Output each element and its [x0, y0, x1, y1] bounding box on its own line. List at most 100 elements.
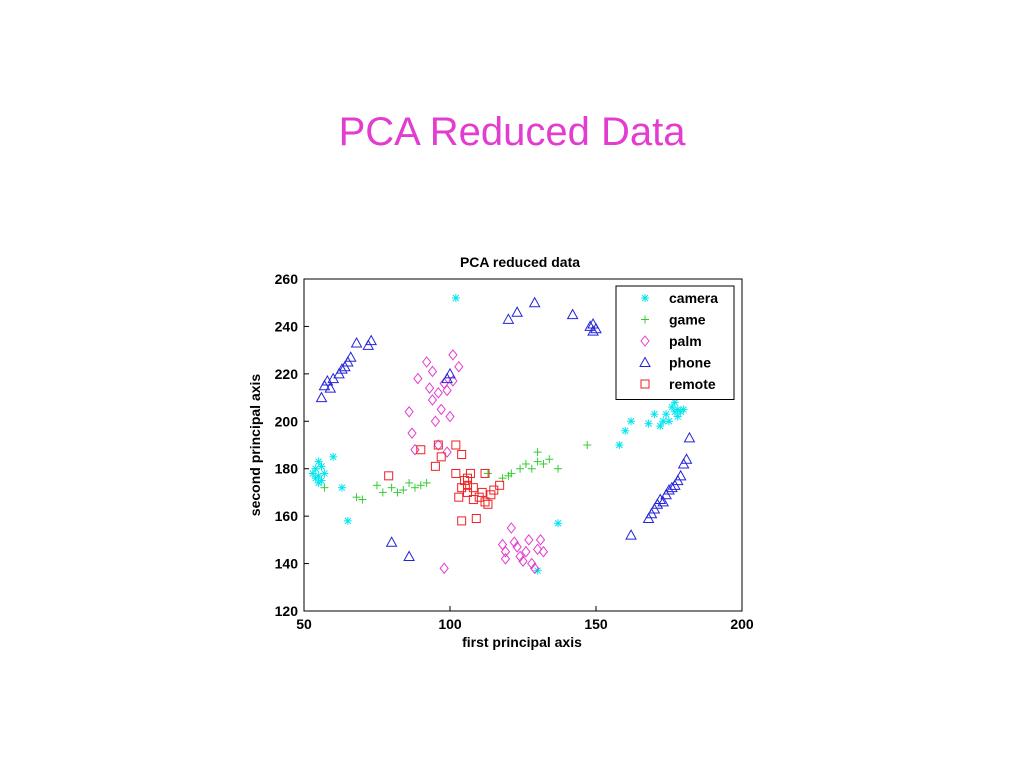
- palm-point: [530, 562, 540, 575]
- legend-marker-phone: [639, 356, 651, 367]
- phone-point: [350, 336, 363, 348]
- x-axis-label: first principal axis: [462, 634, 582, 650]
- y-tick-label: 180: [275, 461, 299, 477]
- x-tick-label: 100: [438, 616, 462, 632]
- slide-title: PCA Reduced Data: [338, 110, 686, 154]
- camera-point: [679, 405, 688, 414]
- game-point: [533, 457, 542, 466]
- phone-point: [528, 296, 541, 308]
- remote-point: [463, 480, 473, 490]
- y-tick-label: 240: [275, 318, 299, 334]
- palm-point: [521, 545, 531, 558]
- remote-point: [480, 468, 490, 478]
- camera-point: [314, 457, 323, 466]
- remote-point: [495, 480, 505, 490]
- data-points: [308, 293, 696, 575]
- legend-label-camera: camera: [669, 290, 718, 306]
- palm-point: [454, 360, 464, 373]
- phone-point: [324, 382, 337, 393]
- phone-point: [683, 431, 696, 443]
- game-point: [527, 464, 536, 473]
- palm-point: [439, 562, 449, 575]
- palm-point: [442, 446, 452, 458]
- palm-point: [527, 557, 537, 570]
- remote-point: [486, 490, 496, 500]
- chart-title: PCA reduced data: [460, 254, 580, 270]
- palm-point: [430, 415, 441, 428]
- y-tick-label: 200: [275, 413, 299, 429]
- palm-point: [424, 382, 435, 394]
- palm-point: [500, 553, 511, 565]
- remote-point: [477, 487, 487, 497]
- phone-point: [625, 529, 637, 540]
- game-point: [378, 488, 387, 497]
- phone-point: [315, 391, 328, 403]
- camera-point: [656, 422, 665, 431]
- legend-label-game: game: [669, 312, 706, 328]
- game-point: [583, 441, 592, 449]
- phone-point: [365, 334, 378, 346]
- remote-point: [489, 485, 499, 495]
- remote-point: [454, 492, 464, 502]
- palm-point: [427, 394, 438, 406]
- legend-label-remote: remote: [669, 376, 716, 392]
- phone-point: [657, 495, 670, 507]
- camera-point: [615, 441, 624, 449]
- x-tick-label: 200: [730, 616, 754, 632]
- camera-point: [451, 293, 460, 302]
- game-point: [516, 464, 525, 473]
- remote-point: [451, 468, 461, 478]
- palm-point: [532, 543, 543, 556]
- palm-point: [509, 536, 519, 549]
- game-point: [393, 488, 402, 497]
- legend-box: [615, 285, 735, 400]
- remote-point: [451, 440, 461, 450]
- palm-point: [512, 541, 522, 553]
- phone-point: [511, 306, 524, 317]
- remote-point: [483, 499, 493, 509]
- y-tick-label: 220: [275, 366, 299, 382]
- camera-point: [554, 519, 563, 528]
- camera-point: [317, 462, 326, 471]
- phone-point: [590, 322, 602, 334]
- y-tick-label: 160: [275, 508, 299, 524]
- game-point: [416, 481, 425, 490]
- palm-point: [524, 534, 534, 546]
- game-point: [521, 459, 530, 468]
- game-point: [405, 478, 414, 487]
- phone-point: [666, 481, 678, 493]
- remote-point: [416, 445, 426, 455]
- game-point: [373, 481, 381, 490]
- y-axis: 120 140 160 180 200 220 240 260: [275, 271, 309, 619]
- palm-point: [506, 522, 516, 534]
- camera-point: [665, 417, 673, 426]
- phone-point: [385, 536, 398, 547]
- scatter-chart: PCA reduced data 120 140 160 180 200 220 240 26…: [247, 254, 754, 650]
- legend-marker-camera: [641, 294, 649, 302]
- palm-point: [442, 384, 452, 397]
- palm-point: [407, 427, 417, 439]
- remote-point: [474, 492, 484, 502]
- palm-point: [518, 555, 528, 568]
- remote-point: [463, 487, 473, 497]
- phone-point: [566, 308, 579, 320]
- phone-point: [502, 313, 515, 324]
- remote-point: [471, 514, 481, 524]
- remote-point: [457, 516, 467, 526]
- legend-label-palm: palm: [669, 333, 702, 349]
- phone-point: [336, 363, 348, 374]
- legend-marker-palm: [640, 335, 650, 347]
- camera-point: [320, 469, 329, 478]
- game-point: [483, 469, 492, 478]
- palm-point: [500, 545, 511, 558]
- remote-point: [430, 461, 440, 471]
- remote-point: [480, 497, 490, 507]
- remote-point: [460, 476, 470, 486]
- palm-point: [515, 550, 525, 563]
- legend-marker-remote: [640, 379, 650, 389]
- game-point: [554, 464, 563, 473]
- phone-point: [403, 550, 415, 561]
- palm-point: [538, 545, 549, 558]
- game-point: [422, 478, 431, 487]
- game-point: [410, 483, 419, 492]
